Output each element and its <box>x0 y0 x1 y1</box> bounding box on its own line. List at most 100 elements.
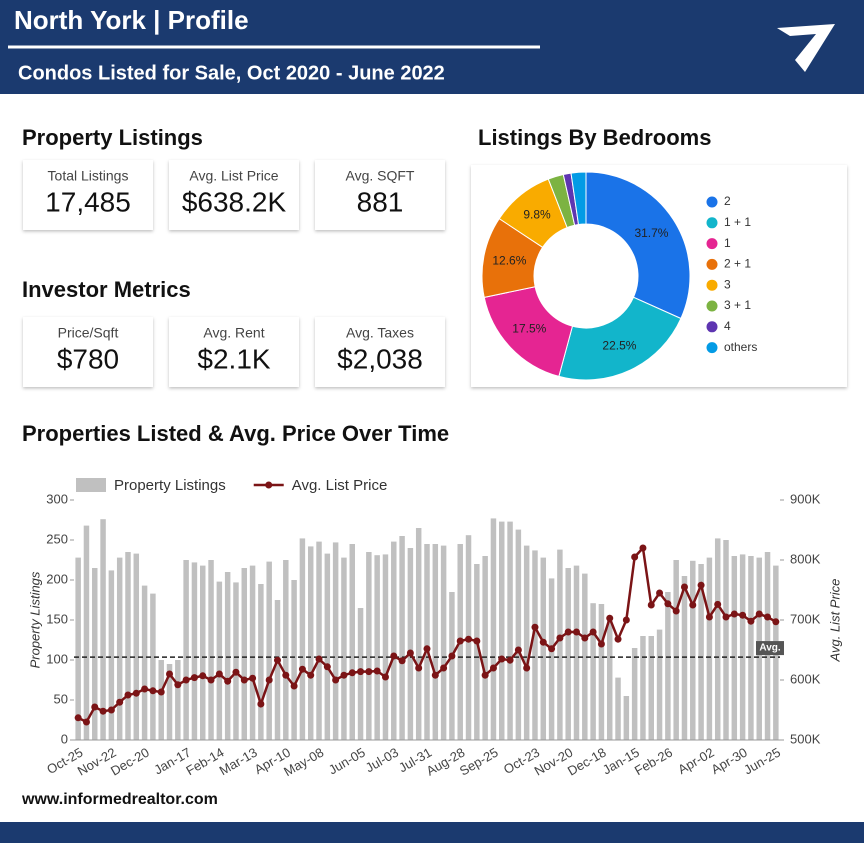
bar <box>349 544 355 740</box>
price-point <box>448 652 456 660</box>
price-point <box>166 670 174 678</box>
bar <box>623 696 630 740</box>
kpi-card <box>315 160 445 230</box>
bar <box>125 552 131 740</box>
price-point <box>282 671 290 679</box>
bar <box>233 582 239 740</box>
slice-label: 22.5% <box>602 339 636 353</box>
legend-swatch <box>706 258 718 270</box>
price-point <box>739 611 747 619</box>
y2-tick-label: 700K <box>790 611 821 626</box>
bar <box>399 536 405 740</box>
section-heading: Investor Metrics <box>22 277 191 302</box>
bar <box>748 556 754 740</box>
bar <box>665 592 671 740</box>
price-point <box>224 677 232 685</box>
price-point <box>215 670 223 678</box>
price-point <box>747 617 755 625</box>
kpi-value: $2,038 <box>337 343 423 374</box>
bar <box>200 565 206 740</box>
bar <box>739 554 746 740</box>
reference-label-bg <box>756 641 784 656</box>
bar <box>332 542 339 740</box>
price-point <box>581 634 589 642</box>
bar <box>515 529 522 740</box>
y2-tick-label: 800K <box>790 551 821 566</box>
bar <box>266 561 272 740</box>
price-point <box>506 656 514 664</box>
x-tick-label: Jul-03 <box>363 745 401 776</box>
price-point <box>523 664 531 672</box>
price-point <box>357 668 365 676</box>
price-point <box>390 652 398 660</box>
kpi-card <box>169 160 299 230</box>
bar <box>673 560 679 740</box>
bar <box>241 568 248 740</box>
bar <box>490 518 497 740</box>
price-point <box>539 638 547 646</box>
x-tick-label: Apr-30 <box>709 745 750 778</box>
kpi-label: Avg. Rent <box>203 325 264 341</box>
price-point <box>672 607 680 615</box>
legend-label: 4 <box>724 319 731 333</box>
bar <box>166 664 173 740</box>
bar <box>341 557 347 740</box>
bar <box>557 549 563 740</box>
y-tick-label: 100 <box>46 651 68 666</box>
bar <box>208 560 214 740</box>
legend-label: 3 <box>724 277 731 291</box>
kpi-label: Avg. Taxes <box>346 325 414 341</box>
kpi-card <box>315 317 445 387</box>
y-tick-label: 50 <box>54 691 68 706</box>
legend-label: Avg. List Price <box>292 477 388 494</box>
price-point <box>348 669 356 677</box>
y2-tick-label: 500K <box>790 731 821 746</box>
price-point <box>573 628 581 636</box>
bar <box>449 592 455 740</box>
bar <box>440 545 447 740</box>
legend-swatch <box>706 238 718 250</box>
price-point <box>697 581 705 589</box>
bar <box>366 552 372 740</box>
price-point <box>772 618 780 626</box>
price-point <box>323 663 331 671</box>
price-point <box>132 689 140 697</box>
price-point <box>548 645 556 653</box>
bar <box>150 593 156 740</box>
x-tick-label: Mar-13 <box>217 745 260 779</box>
price-point <box>315 655 323 663</box>
price-point <box>273 656 281 664</box>
legend-label: 1 <box>724 236 731 250</box>
price-point <box>207 676 215 684</box>
price-point <box>656 589 664 597</box>
price-point <box>182 676 190 684</box>
kpi-value: $638.2K <box>182 186 287 217</box>
bar <box>640 636 646 740</box>
x-tick-label: Dec-20 <box>108 745 152 779</box>
bar <box>100 519 106 740</box>
y-tick-label: 250 <box>46 531 68 546</box>
bar <box>565 568 571 740</box>
price-point <box>489 664 497 672</box>
legend-swatch <box>706 196 718 208</box>
price-point <box>456 637 464 645</box>
bar <box>324 553 331 740</box>
legend-label: 1 + 1 <box>724 215 751 229</box>
price-point <box>199 672 207 680</box>
bar <box>615 677 621 740</box>
bar <box>415 528 422 740</box>
bar <box>606 620 613 740</box>
price-point <box>157 688 165 696</box>
price-point <box>91 703 99 711</box>
donut-slice <box>585 171 691 320</box>
bar <box>299 538 306 740</box>
price-point <box>473 637 481 645</box>
price-point <box>74 714 82 722</box>
bar <box>83 525 90 740</box>
price-point <box>398 657 406 665</box>
logo <box>777 24 835 72</box>
price-point <box>564 628 572 636</box>
price-point <box>764 613 772 621</box>
bar <box>133 553 140 740</box>
price-point <box>622 616 630 624</box>
